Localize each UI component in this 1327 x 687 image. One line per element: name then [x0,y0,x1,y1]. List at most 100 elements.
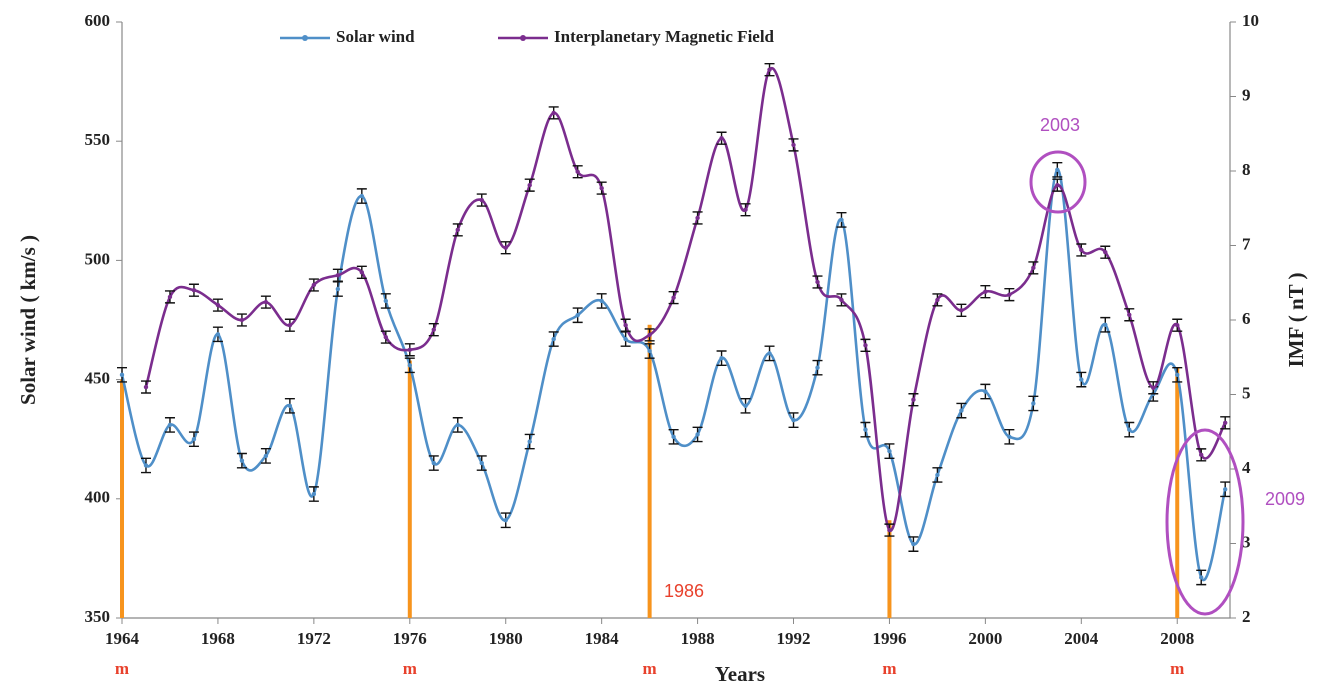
point [743,207,748,212]
y2-tick-label: 7 [1242,234,1251,253]
point [431,327,436,332]
point [599,185,604,191]
point [1103,250,1108,255]
point [911,541,916,547]
point [959,308,964,313]
point [503,518,508,523]
point [695,432,700,437]
point [887,527,892,533]
point [1031,401,1036,406]
x-tick-label: 1980 [489,629,523,648]
point [599,298,604,304]
point [815,279,820,285]
point [863,343,868,348]
x-tick-label: 1988 [681,629,715,648]
point [479,460,484,466]
x-tick-label: 1964 [105,629,140,648]
y-tick-label: 500 [85,249,111,268]
point [623,336,628,342]
point [719,136,724,141]
y2-tick-label: 5 [1242,383,1251,402]
point [1223,487,1228,492]
y-tick-label: 350 [85,607,111,626]
annotation: 1986 [664,581,704,601]
point [839,297,844,303]
point [263,453,269,459]
point [407,347,412,352]
point [1079,247,1084,253]
point [335,286,341,292]
minimum-label: m [882,659,896,678]
y2-tick-label: 4 [1242,458,1251,477]
point [191,437,197,442]
point [623,323,628,328]
point [215,302,221,308]
point [383,334,389,340]
point [1199,452,1204,458]
point [167,422,173,428]
point [983,389,988,394]
point [575,313,580,318]
y2-tick-label: 3 [1242,532,1251,551]
point [1175,372,1180,378]
point [1007,434,1012,440]
point [359,270,365,275]
point [767,67,772,72]
y2-tick-label: 10 [1242,11,1259,30]
y2-tick-label: 6 [1242,309,1251,328]
legend-marker [520,35,526,41]
point [647,332,652,338]
point [479,197,484,203]
point [551,110,556,116]
y2-tick-label: 9 [1242,85,1251,104]
point [1007,292,1012,297]
point [383,298,389,304]
minimum-label: m [643,659,657,678]
point [647,348,652,354]
point [527,182,532,188]
point [191,288,197,293]
series-line [144,66,1227,532]
y2-tick-label: 2 [1242,607,1251,626]
point [887,448,892,454]
x-tick-label: 1992 [777,629,811,648]
point [551,336,556,342]
point [911,397,916,402]
y-tick-label: 600 [85,11,111,30]
point [143,384,149,390]
point [1151,385,1156,390]
legend-label: Interplanetary Magnetic Field [554,27,775,46]
point [671,295,676,300]
minimum-label: m [1170,659,1184,678]
y2-tick-label: 8 [1242,160,1251,179]
point [359,193,365,199]
minimum-label: m [115,659,129,678]
legend-label: Solar wind [336,27,415,46]
y-tick-label: 450 [85,369,111,388]
point [239,458,245,463]
x-tick-label: 2000 [968,629,1002,648]
point [407,363,412,368]
point [215,332,221,337]
point [1223,420,1228,426]
point [743,403,748,409]
x-axis-title: Years [715,662,765,686]
minimum-line [1175,367,1180,618]
point [143,463,149,468]
y-tick-label: 400 [85,488,111,507]
point [1031,265,1036,271]
point [1055,182,1060,188]
point [863,427,868,432]
point [119,372,125,378]
point [1055,167,1060,173]
y-tick-label: 550 [85,130,111,149]
point [311,491,317,497]
highlight-ring [1029,150,1087,214]
annotation: 2003 [1040,115,1080,135]
minimum-line [120,379,124,618]
point [815,365,820,370]
point [527,439,532,444]
point [263,299,269,305]
point [791,417,796,423]
